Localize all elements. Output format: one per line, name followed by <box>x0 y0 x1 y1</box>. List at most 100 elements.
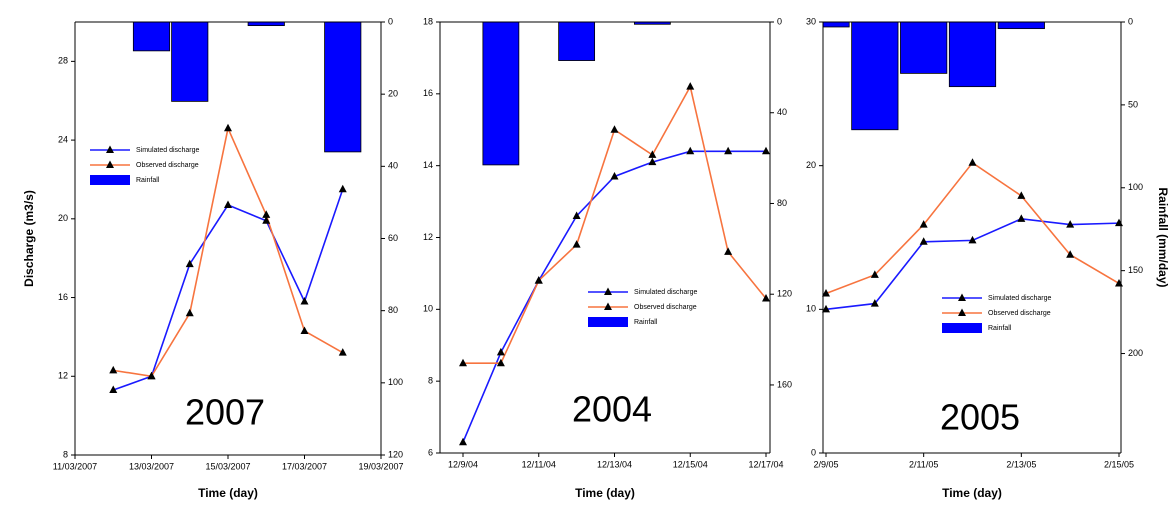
point-marker <box>572 240 581 248</box>
legend-swatch <box>942 323 982 333</box>
point-marker <box>109 385 118 394</box>
legend-label: Rainfall <box>136 177 160 184</box>
y-tick-label: 30 <box>806 16 816 26</box>
point-marker <box>870 270 879 278</box>
y2-tick-label: 120 <box>388 449 403 459</box>
legend-label: Observed discharge <box>988 310 1051 317</box>
point-marker <box>262 216 271 224</box>
legend-label: Observed discharge <box>634 304 697 311</box>
point-marker <box>762 294 770 302</box>
x-tick-label: 15/03/2007 <box>205 461 250 471</box>
year-annotation: 2004 <box>572 389 652 430</box>
legend-label: Rainfall <box>988 325 1012 332</box>
point-marker <box>185 259 194 268</box>
rainfall-bar <box>948 22 997 88</box>
y-tick-label: 28 <box>58 56 68 66</box>
point-marker <box>224 200 232 209</box>
y2-tick-label: 0 <box>1128 16 1133 26</box>
x-tick-label: 19/03/2007 <box>358 461 403 471</box>
legend-label: Rainfall <box>634 319 658 326</box>
legend-marker <box>958 293 966 301</box>
rainfall-bar <box>823 22 850 28</box>
point-marker <box>459 358 467 367</box>
y2-tick-label: 60 <box>388 233 398 243</box>
rainfall-bar <box>171 22 209 102</box>
x-axis-title: Time (day) <box>198 486 258 500</box>
point-marker <box>822 289 830 297</box>
y-tick-label: 10 <box>806 304 816 314</box>
y-tick-label: 18 <box>423 16 433 26</box>
x-tick-label: 11/03/2007 <box>53 461 97 471</box>
plot-clip <box>482 22 671 166</box>
y-tick-label: 20 <box>58 213 68 223</box>
y2-tick-label: 150 <box>1128 265 1143 275</box>
point-marker <box>1115 278 1123 287</box>
y2-tick-label: 100 <box>1128 182 1143 192</box>
point-marker <box>109 365 118 374</box>
point-marker <box>459 437 467 446</box>
point-marker <box>870 299 879 307</box>
rainfall-bar <box>482 22 520 166</box>
y2-tick-label: 80 <box>777 198 787 208</box>
discharge-line <box>825 161 1120 295</box>
y2-tick-label: 40 <box>777 107 787 117</box>
legend-label: Simulated discharge <box>136 147 200 154</box>
point-marker <box>648 150 657 158</box>
year-annotation: 2007 <box>185 392 265 433</box>
point-marker <box>185 308 194 317</box>
x-tick-label: 17/03/2007 <box>282 461 327 471</box>
point-marker <box>147 371 156 380</box>
y2-tick-label: 80 <box>388 305 398 315</box>
point-marker <box>919 220 928 228</box>
point-marker <box>724 247 733 255</box>
legend-marker <box>106 145 114 153</box>
x-tick-label: 12/11/04 <box>522 459 556 469</box>
y-tick-label: 14 <box>423 160 433 170</box>
legend-marker <box>604 287 612 295</box>
y2-tick-label: 50 <box>1128 99 1138 109</box>
point-marker <box>300 296 309 305</box>
rainfall-bar <box>558 22 596 61</box>
y2-tick-label: 160 <box>777 379 792 389</box>
y-tick-label: 16 <box>423 88 433 98</box>
rainfall-bar <box>997 22 1045 30</box>
point-marker <box>610 171 619 180</box>
point-marker <box>496 358 505 367</box>
point-marker <box>496 347 505 356</box>
y-tick-label: 10 <box>423 304 433 314</box>
y-tick-label: 0 <box>811 447 816 457</box>
y2-axis-title: Rainfall (mm/day) <box>1156 187 1170 287</box>
y-tick-label: 24 <box>58 134 68 144</box>
x-tick-label: 12/9/04 <box>448 459 478 469</box>
x-tick-label: 2/9/05 <box>813 459 838 469</box>
point-marker <box>262 210 271 218</box>
y-tick-label: 6 <box>428 447 433 457</box>
point-marker <box>338 348 347 356</box>
legend-label: Simulated discharge <box>634 289 698 296</box>
x-tick-label: 12/15/04 <box>673 459 708 469</box>
y-tick-label: 8 <box>63 449 68 459</box>
discharge-line <box>112 189 344 391</box>
rainfall-bar <box>132 22 171 52</box>
y2-tick-label: 120 <box>777 289 792 299</box>
rainfall-bar <box>324 22 362 153</box>
y2-tick-label: 0 <box>777 16 782 26</box>
y2-tick-label: 100 <box>388 377 403 387</box>
point-marker <box>1017 214 1026 222</box>
point-marker <box>919 237 928 245</box>
plot-clip <box>823 22 1045 131</box>
y2-tick-label: 40 <box>388 161 398 171</box>
point-marker <box>1066 220 1075 228</box>
x-tick-label: 2/11/05 <box>909 459 938 469</box>
point-marker <box>724 146 733 155</box>
rainfall-bar <box>900 22 948 74</box>
y-tick-label: 12 <box>423 232 433 242</box>
plot-clip <box>132 22 362 153</box>
y-axis-title: Discharge (m3/s) <box>22 190 36 287</box>
point-marker <box>968 158 977 166</box>
x-axis-title: Time (day) <box>575 486 635 500</box>
legend-label: Observed discharge <box>136 162 199 169</box>
rainfall-bar <box>247 22 285 27</box>
point-marker <box>338 184 347 193</box>
